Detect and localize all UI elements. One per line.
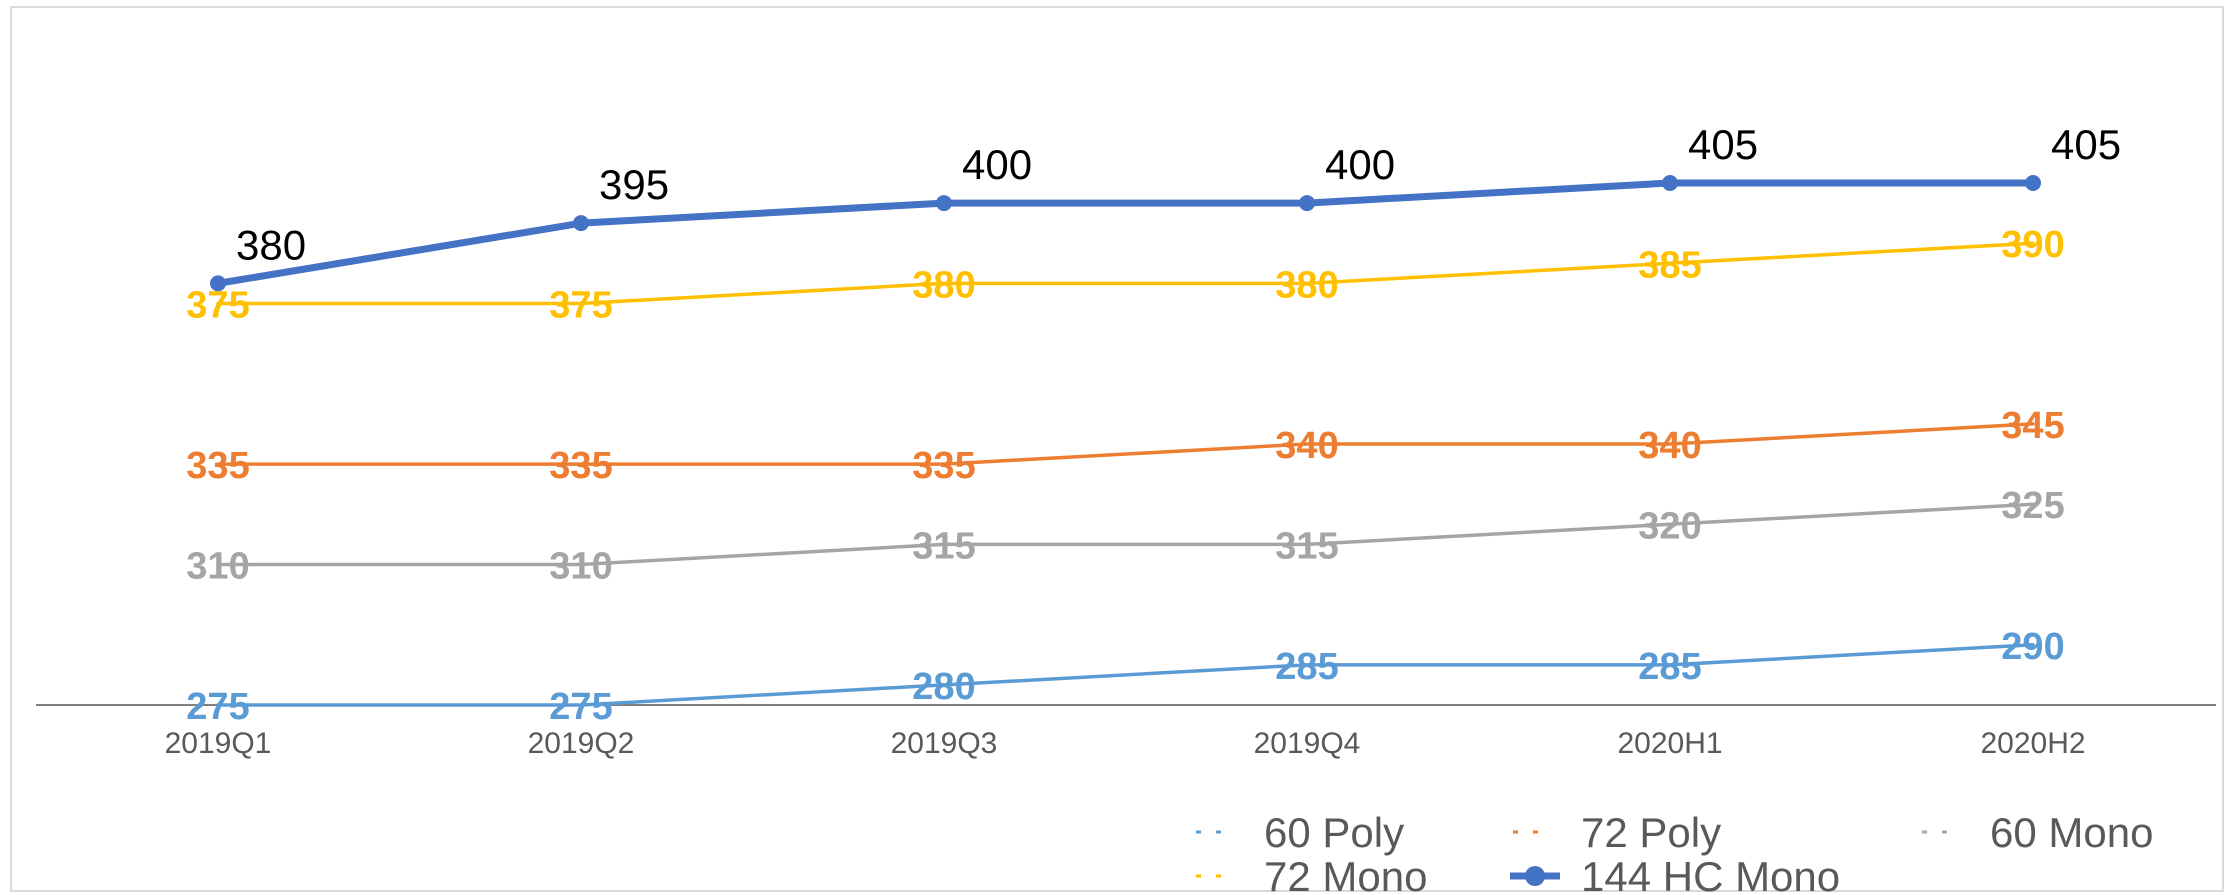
data-label-72-mono: 380	[912, 264, 975, 306]
data-label-144-hc-mono: 405	[2051, 121, 2121, 168]
data-label-72-mono: 385	[1638, 244, 1701, 286]
data-label-60-poly: 280	[912, 666, 975, 708]
data-point-144-hc-mono	[210, 275, 226, 292]
data-label-60-poly: 290	[2001, 626, 2064, 668]
data-label-60-mono: 320	[1638, 505, 1701, 547]
data-point-144-hc-mono	[1662, 175, 1678, 191]
legend-label-72-mono: 72 Mono	[1264, 853, 1427, 895]
data-label-60-poly: 275	[549, 686, 612, 728]
series-line-72-mono	[216, 241, 2035, 306]
chart-frame	[10, 6, 2224, 892]
data-label-72-mono: 375	[549, 284, 612, 326]
data-label-72-poly: 335	[912, 445, 975, 487]
x-tick-label: 2020H1	[1617, 727, 1722, 760]
data-label-60-poly: 275	[186, 686, 249, 728]
series-line-144-hc-mono	[214, 179, 2037, 287]
legend-marker-144-hc-mono	[1525, 866, 1545, 886]
data-point-144-hc-mono	[573, 215, 589, 232]
series-line-60-poly	[216, 643, 2035, 707]
x-tick-label: 2020H2	[1980, 727, 2085, 760]
data-label-60-mono: 310	[186, 545, 249, 587]
data-label-72-poly: 345	[2001, 405, 2064, 447]
data-label-144-hc-mono: 400	[962, 141, 1032, 188]
data-label-144-hc-mono: 405	[1688, 121, 1758, 168]
legend-label-60-poly: 60 Poly	[1264, 809, 1404, 856]
data-label-60-poly: 285	[1638, 646, 1701, 688]
data-label-60-mono: 325	[2001, 485, 2064, 527]
series-line-72-poly	[216, 422, 2035, 466]
legend-label-60-mono: 60 Mono	[1990, 809, 2153, 856]
data-label-60-mono: 315	[1275, 525, 1338, 567]
data-point-144-hc-mono	[2025, 175, 2041, 191]
data-point-144-hc-mono	[936, 195, 952, 212]
series-line-60-mono	[216, 502, 2035, 567]
x-tick-label: 2019Q3	[891, 727, 998, 760]
data-label-60-poly: 285	[1275, 646, 1338, 688]
x-tick-label: 2019Q4	[1254, 727, 1361, 760]
x-tick-label: 2019Q2	[528, 727, 635, 760]
data-label-144-hc-mono: 400	[1325, 141, 1395, 188]
data-label-144-hc-mono: 380	[236, 221, 306, 268]
legend-label-72-poly: 72 Poly	[1581, 809, 1721, 856]
x-tick-label: 2019Q1	[165, 727, 272, 760]
data-label-72-mono: 390	[2001, 224, 2064, 266]
data-label-72-poly: 340	[1275, 425, 1338, 467]
data-point-144-hc-mono	[1299, 195, 1315, 212]
legend-label-144-hc-mono: 144 HC Mono	[1581, 853, 1840, 895]
data-label-72-mono: 380	[1275, 264, 1338, 306]
data-label-72-poly: 340	[1638, 425, 1701, 467]
data-label-60-mono: 315	[912, 525, 975, 567]
data-label-72-poly: 335	[186, 445, 249, 487]
data-label-72-mono: 375	[186, 284, 249, 326]
data-label-72-poly: 335	[549, 445, 612, 487]
data-label-60-mono: 310	[549, 545, 612, 587]
data-label-144-hc-mono: 395	[599, 161, 669, 208]
